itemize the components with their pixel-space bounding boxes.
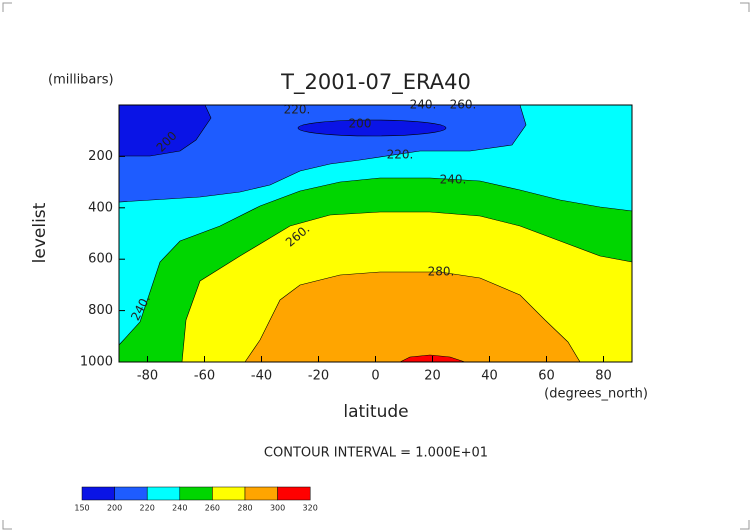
y-tick-label: 200	[88, 149, 113, 164]
contour-label: 220.	[387, 148, 414, 162]
colorbar-label: 240	[172, 504, 187, 513]
colorbar-label: 150	[74, 504, 89, 513]
y-tick-label: 600	[88, 252, 113, 267]
x-units: (degrees_north)	[544, 387, 648, 402]
colorbar-box	[114, 486, 148, 501]
contour-label: 240.	[440, 173, 467, 187]
colorbar-label: 320	[303, 504, 318, 513]
x-tick-label: 80	[595, 369, 612, 384]
colorbar-label: 280	[237, 504, 252, 513]
y-axis-label: levelist	[30, 202, 50, 263]
chart-title: T_2001-07_ERA40	[280, 70, 471, 95]
contour-label: 280.	[428, 265, 455, 279]
x-tick-label: 0	[371, 369, 379, 384]
y-tick-label: 400	[88, 200, 113, 215]
y-units: (millibars)	[48, 73, 114, 88]
colorbar-label: 260	[205, 504, 220, 513]
colorbar-box	[179, 486, 213, 501]
colorbar-label: 200	[107, 504, 122, 513]
contour-label: 220.	[284, 103, 311, 117]
x-tick-label: -80	[137, 369, 158, 384]
contour-region	[297, 119, 447, 137]
corner	[2, 520, 12, 530]
y-tick-label: 800	[88, 303, 113, 318]
x-tick-label: -40	[251, 369, 272, 384]
colorbar-box	[277, 486, 311, 501]
x-tick-label: -20	[308, 369, 329, 384]
corner	[740, 2, 750, 12]
x-axis-label: latitude	[343, 402, 408, 422]
contour-label: 200	[349, 117, 372, 131]
colorbar-box	[244, 486, 278, 501]
corner	[740, 520, 750, 530]
colorbar-label: 300	[270, 504, 285, 513]
contour-region	[244, 271, 581, 363]
colorbar-box	[81, 486, 115, 501]
x-tick-label: 60	[538, 369, 555, 384]
x-tick-label: 40	[481, 369, 498, 384]
colorbar-label: 220	[140, 504, 155, 513]
x-tick-label: 20	[424, 369, 441, 384]
footnote: CONTOUR INTERVAL = 1.000E+01	[264, 446, 488, 461]
x-tick-label: -60	[194, 369, 215, 384]
colorbar-box	[146, 486, 181, 501]
colorbar-box	[212, 486, 246, 501]
corner	[2, 2, 12, 12]
y-tick-label: 1000	[80, 355, 113, 370]
